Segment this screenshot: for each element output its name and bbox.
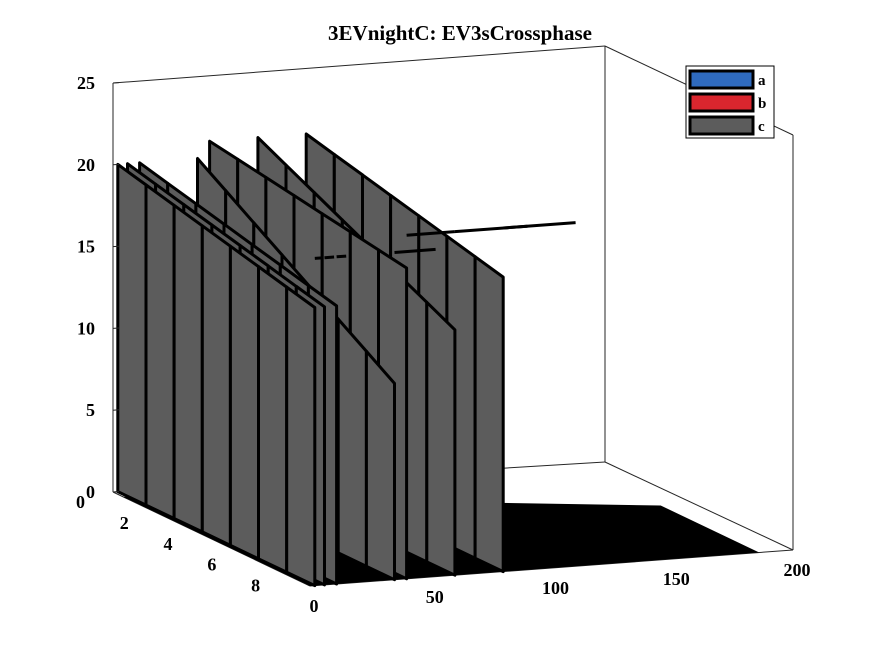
ribbon-panel xyxy=(200,224,232,547)
y-tick-label: 2 xyxy=(120,513,129,533)
ribbon-layer xyxy=(116,132,576,588)
ribbon-panel xyxy=(172,203,204,534)
y-tick-label: 6 xyxy=(207,555,216,575)
z-tick-label: 20 xyxy=(77,155,95,175)
z-tick-label: 10 xyxy=(77,318,95,338)
ribbon-top-edge xyxy=(314,256,323,260)
z-tick-label: 5 xyxy=(86,400,95,420)
ribbon-top-edge xyxy=(406,230,456,237)
y-tick-label: 8 xyxy=(251,576,260,596)
ribbon-top-edge xyxy=(336,254,347,259)
x-tick-label: 200 xyxy=(784,560,811,580)
legend: a b c xyxy=(685,65,775,139)
ribbon-panel xyxy=(116,162,148,507)
right-floor-edge xyxy=(604,461,794,551)
ribbon-top-edge xyxy=(454,224,528,234)
z-tick-label: 25 xyxy=(77,73,95,93)
y-tick-label: 0 xyxy=(76,492,85,512)
legend-label-c: c xyxy=(758,119,765,135)
legend-item-b: b xyxy=(688,92,766,113)
chart-title: 3EVnightC: EV3sCrossphase xyxy=(328,21,592,45)
ribbon-panel xyxy=(285,285,317,588)
ribbon-panel xyxy=(228,244,260,561)
legend-label-a: a xyxy=(758,73,766,89)
ribbon-panel xyxy=(144,183,176,520)
legend-swatch-a xyxy=(688,69,755,90)
x-tick-label: 100 xyxy=(542,578,569,598)
ribbon-panel xyxy=(425,300,457,577)
x-tick-label: 50 xyxy=(426,587,444,607)
legend-label-b: b xyxy=(758,96,766,112)
legend-item-a: a xyxy=(688,69,766,90)
z-tick-label: 15 xyxy=(77,237,95,257)
legend-swatch-b xyxy=(688,92,755,113)
x-tick-label: 0 xyxy=(310,596,319,616)
back-top-edge xyxy=(112,45,606,84)
ribbon-panel xyxy=(473,255,505,574)
ribbon-panel xyxy=(257,265,289,574)
ribbon-panel xyxy=(364,349,396,582)
ribbon-top-edge xyxy=(324,255,335,260)
legend-swatch-c xyxy=(688,115,755,136)
y-tick-label: 4 xyxy=(164,534,173,554)
ribbon-top-edge xyxy=(394,247,436,254)
y-axis-line xyxy=(112,491,311,587)
tick-layer: 0 50 100 150 200 0 2 4 6 8 0 5 10 15 20 25 xyxy=(76,73,811,616)
x-axis-line xyxy=(309,549,794,587)
ribbon-slab xyxy=(116,162,323,588)
z-tick-label: 0 xyxy=(86,482,95,502)
legend-item-c: c xyxy=(688,115,765,136)
x-tick-label: 150 xyxy=(663,569,690,589)
ribbon-panel xyxy=(336,317,368,568)
